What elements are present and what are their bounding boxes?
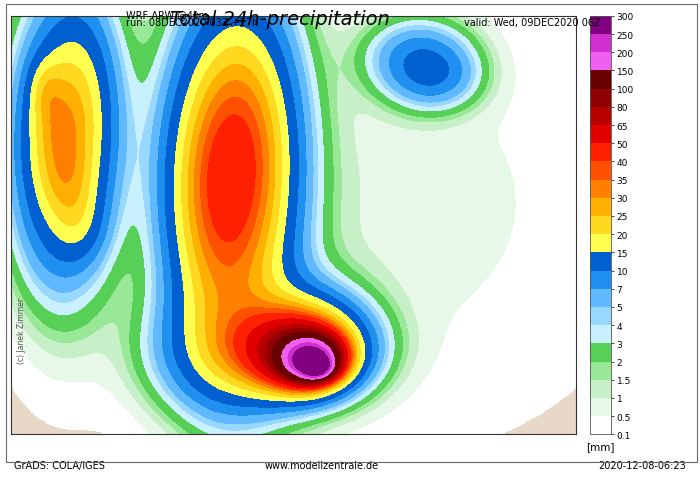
Text: Total 24h-precipitation: Total 24h-precipitation [170,10,390,29]
Text: www.modellzentrale.de: www.modellzentrale.de [265,460,379,470]
Text: run: 08DEC2020 03Z +27h: run: 08DEC2020 03Z +27h [126,18,258,28]
Text: 2020-12-08-06:23: 2020-12-08-06:23 [598,460,686,470]
Text: [mm]: [mm] [587,442,615,452]
Text: valid: Wed, 09DEC2020 06Z: valid: Wed, 09DEC2020 06Z [464,18,601,28]
Text: (c) Janek Zimmer: (c) Janek Zimmer [18,297,27,363]
Text: WRF-ARW @4km: WRF-ARW @4km [126,10,208,20]
Text: GrADS: COLA/IGES: GrADS: COLA/IGES [14,460,105,470]
